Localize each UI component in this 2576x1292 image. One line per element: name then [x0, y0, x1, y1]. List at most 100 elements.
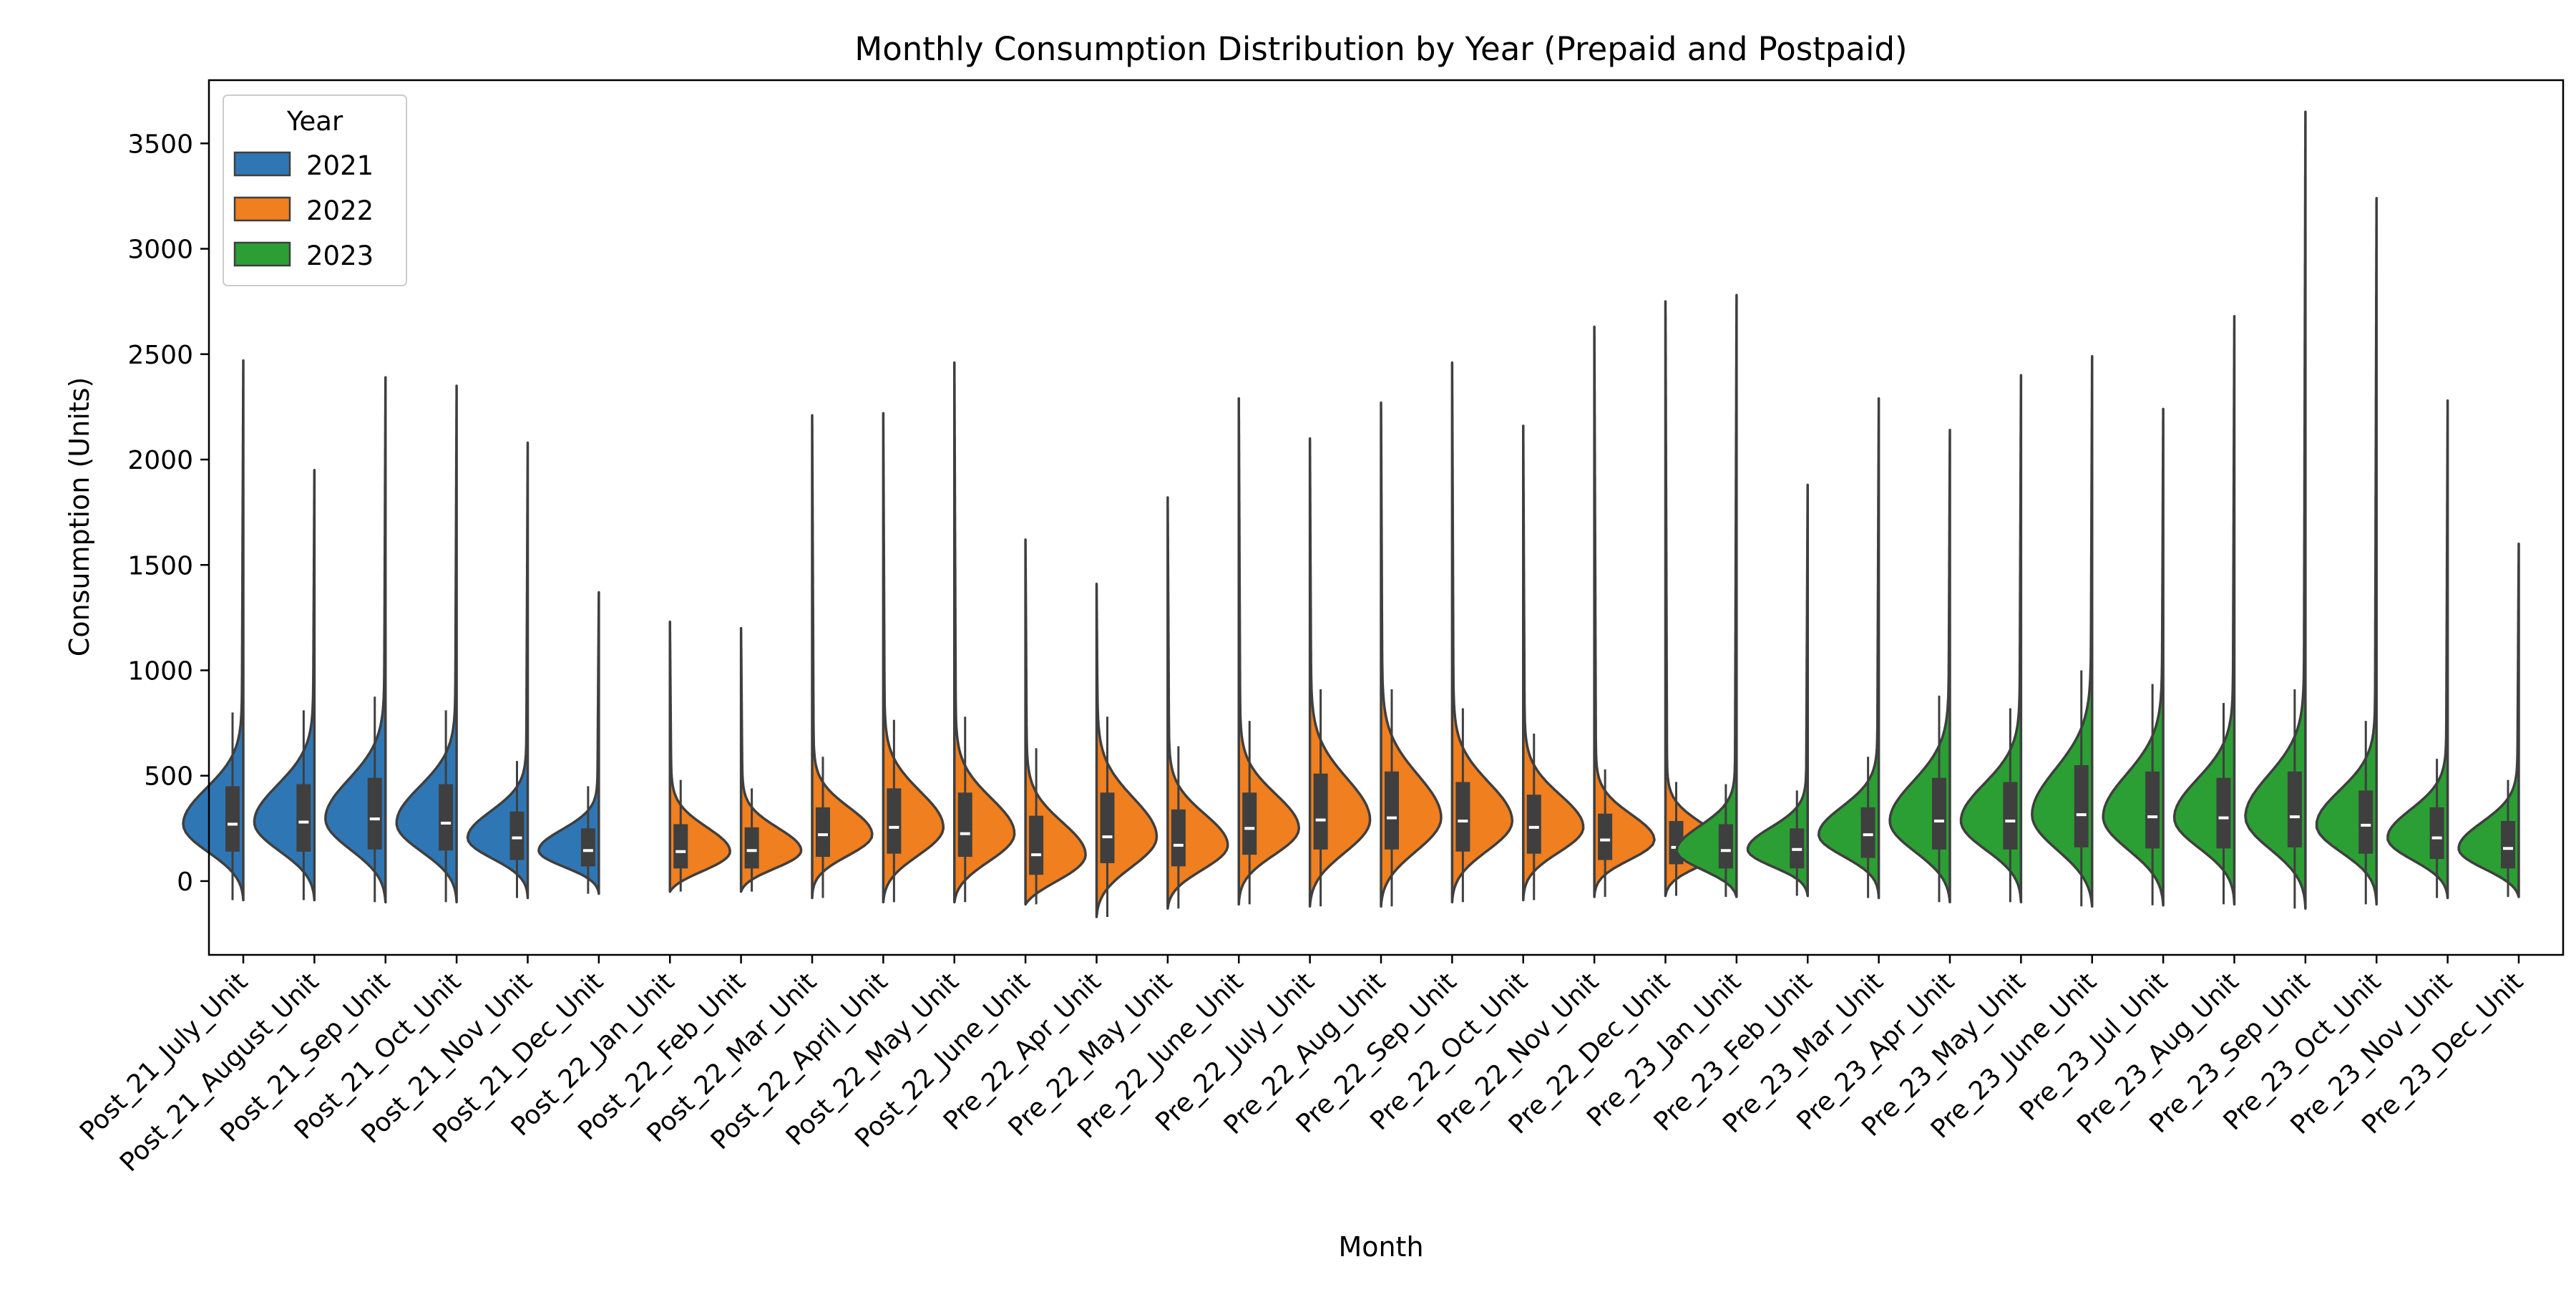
violin-iqr-box — [1932, 777, 1946, 850]
violin-iqr-box — [2074, 764, 2089, 847]
legend-swatch-2021 — [233, 151, 291, 177]
violin-body — [1024, 538, 1087, 906]
violin-iqr-box — [2287, 771, 2302, 847]
violin-body — [1237, 397, 1301, 906]
legend: Year 2021 2022 2023 — [223, 94, 407, 286]
y-tick-label: 2000 — [127, 446, 193, 475]
violin-iqr-box — [296, 784, 311, 852]
violin-group — [1522, 424, 1585, 902]
violin-body — [2172, 315, 2236, 906]
x-axis-label: Month — [1338, 1231, 1423, 1263]
violin-group — [1450, 361, 1514, 904]
violin-body — [2457, 543, 2520, 898]
violin-group — [537, 591, 600, 895]
y-axis-label: Consumption (Units) — [64, 377, 95, 657]
violin-iqr-box — [1860, 807, 1875, 858]
plot-area — [182, 110, 2520, 918]
violin-iqr-box — [1242, 792, 1257, 855]
violin-body — [1095, 583, 1158, 918]
violin-group — [739, 626, 803, 893]
y-tick-label: 1000 — [127, 656, 193, 686]
violin-group — [882, 412, 945, 904]
legend-title: Year — [286, 106, 343, 137]
y-tick-label: 2500 — [127, 341, 193, 370]
violin-group — [1959, 374, 2023, 904]
violin-iqr-box — [1171, 809, 1186, 867]
legend-box — [223, 94, 407, 286]
violin-body — [1664, 300, 1727, 898]
violin-body — [1522, 424, 1585, 902]
y-tick-label: 1500 — [127, 551, 193, 581]
violin-body — [182, 359, 245, 902]
legend-swatch-2023 — [233, 241, 291, 267]
violin-iqr-box — [1455, 782, 1470, 852]
violin-group — [1237, 397, 1301, 906]
violin-group — [953, 361, 1016, 904]
violin-iqr-box — [673, 824, 688, 869]
y-tick-label: 3000 — [127, 235, 193, 265]
violin-group — [182, 359, 245, 902]
chart-title: Monthly Consumption Distribution by Year… — [854, 30, 1907, 68]
violin-group — [1888, 429, 1951, 904]
violin-group — [395, 384, 458, 904]
violin-group — [1675, 293, 1738, 898]
violin-iqr-box — [2429, 807, 2444, 860]
violin-body — [1166, 496, 1229, 910]
violin-iqr-box — [2358, 790, 2373, 854]
violin-iqr-box — [744, 827, 759, 869]
violin-group — [1024, 538, 1087, 906]
violin-iqr-box — [957, 792, 972, 858]
violin-iqr-box — [1100, 792, 1115, 863]
violin-body — [324, 376, 387, 904]
violin-group — [2172, 315, 2236, 906]
legend-label-2023: 2023 — [306, 241, 374, 271]
y-tick-label: 3500 — [127, 130, 193, 159]
violin-iqr-box — [1313, 773, 1328, 850]
violin-iqr-box — [1385, 771, 1399, 850]
violin-body — [537, 591, 600, 895]
violin-group — [2386, 399, 2449, 900]
violin-iqr-box — [2501, 821, 2515, 869]
violin-body — [1450, 361, 1514, 904]
violin-group — [1593, 325, 1656, 898]
y-tick-label: 0 — [177, 868, 193, 897]
violin-body — [882, 412, 945, 904]
violin-iqr-box — [816, 807, 830, 858]
violin-group — [253, 468, 316, 902]
violin-group — [324, 376, 387, 904]
violin-iqr-box — [439, 784, 454, 851]
violin-body — [1593, 325, 1656, 898]
violin-iqr-box — [2003, 782, 2018, 850]
violin-body — [1675, 293, 1738, 898]
legend-label-2022: 2022 — [306, 195, 374, 226]
violin-group — [1095, 583, 1158, 918]
violin-iqr-box — [2216, 777, 2231, 849]
violin-iqr-box — [1598, 813, 1613, 860]
y-tick-label: 500 — [144, 762, 193, 792]
violin-group — [1380, 401, 1443, 908]
violin-group — [811, 414, 874, 900]
legend-label-2021: 2021 — [306, 150, 374, 181]
violin-group — [1308, 437, 1372, 908]
violin-body — [395, 384, 458, 904]
violin-group — [466, 441, 530, 900]
violin-iqr-box — [887, 788, 902, 854]
violin-iqr-box — [2145, 771, 2160, 849]
violin-group — [668, 621, 731, 893]
violin-group — [2244, 110, 2307, 910]
legend-swatch-2022 — [233, 196, 291, 222]
violin-group — [1817, 397, 1880, 900]
violin-body — [739, 626, 803, 893]
violin-group — [1166, 496, 1229, 910]
axes: 0500100015002000250030003500Post_21_July… — [74, 130, 2529, 1177]
violin-body — [1959, 374, 2023, 904]
violin-group — [2102, 407, 2165, 907]
violin-group — [1664, 300, 1727, 898]
violin-iqr-box — [509, 811, 525, 860]
violin-group — [2457, 543, 2520, 898]
violin-group — [2315, 197, 2379, 906]
violin-iqr-box — [1526, 795, 1541, 854]
violin-iqr-box — [1718, 824, 1733, 869]
